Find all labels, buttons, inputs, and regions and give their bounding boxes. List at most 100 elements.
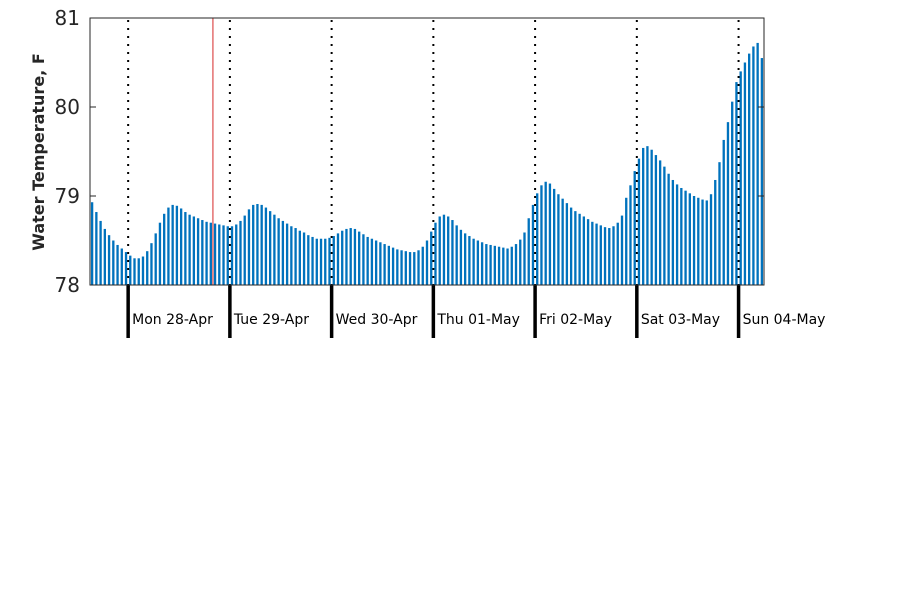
bar — [404, 251, 407, 285]
bar — [112, 240, 115, 285]
day-label: Tue 29-Apr — [233, 312, 309, 328]
bar — [489, 244, 492, 285]
bar — [137, 258, 140, 285]
bar — [90, 202, 94, 285]
bar — [510, 246, 513, 285]
bar — [667, 173, 670, 285]
bar — [748, 53, 751, 285]
bar — [179, 208, 183, 285]
bar — [315, 238, 318, 285]
bar — [637, 158, 641, 285]
bar — [625, 197, 628, 285]
day-labels: Mon 28-Apr Tue 29-Apr Wed 30-Apr Thu 01-May… — [132, 312, 825, 328]
bar — [671, 179, 675, 285]
bar — [281, 220, 285, 285]
bar — [688, 193, 691, 285]
bar — [557, 194, 560, 285]
bar — [230, 226, 234, 285]
bar — [417, 250, 420, 285]
bar — [459, 229, 463, 285]
bar — [222, 225, 225, 285]
bar — [684, 190, 687, 285]
bar — [472, 238, 475, 285]
bar — [536, 193, 539, 285]
plot-frame — [89, 17, 765, 286]
bar — [561, 198, 564, 285]
bar — [239, 220, 242, 285]
bar — [319, 238, 323, 285]
bar — [243, 215, 246, 285]
y-axis-label: Water Temperature, F — [29, 53, 48, 251]
bar — [586, 219, 590, 285]
day-dividers — [126, 20, 741, 338]
bar — [714, 179, 717, 285]
bar — [616, 222, 619, 285]
bar — [425, 240, 429, 285]
day-label: Wed 30-Apr — [336, 312, 418, 328]
bar — [705, 200, 708, 285]
bar — [95, 212, 98, 285]
bar — [252, 204, 255, 285]
bar — [620, 215, 624, 285]
bar — [553, 188, 556, 285]
bar — [235, 224, 238, 285]
bar — [739, 71, 742, 286]
bar — [116, 244, 119, 285]
bar — [391, 247, 395, 285]
bar — [434, 222, 437, 285]
bar — [209, 222, 212, 285]
bar — [701, 199, 704, 285]
bar — [294, 228, 297, 285]
bar — [680, 187, 683, 285]
day-label: Mon 28-Apr — [132, 312, 213, 328]
bar — [328, 237, 331, 285]
bar — [201, 220, 204, 285]
bar — [247, 209, 251, 285]
bar — [692, 196, 696, 285]
bar — [709, 194, 713, 285]
bar — [99, 220, 102, 285]
bar — [107, 235, 111, 285]
bar — [146, 251, 149, 285]
bar — [171, 204, 174, 285]
bar — [430, 231, 433, 285]
bar — [731, 101, 734, 285]
bar — [502, 247, 505, 285]
bar — [332, 236, 335, 285]
bar — [480, 242, 484, 285]
bar — [603, 227, 607, 285]
bar — [455, 225, 458, 285]
bar — [370, 238, 374, 285]
bar — [760, 58, 764, 285]
bar — [163, 213, 166, 285]
bar — [298, 230, 301, 285]
bar — [485, 244, 488, 285]
bar — [523, 232, 526, 285]
bar — [264, 207, 268, 285]
bar — [192, 216, 196, 285]
day-label: Sun 04-May — [743, 312, 826, 328]
bar — [650, 149, 653, 285]
bar — [120, 248, 123, 285]
bar — [476, 240, 480, 285]
bar — [273, 214, 276, 285]
bar — [451, 220, 454, 285]
bar — [302, 232, 306, 285]
bar — [213, 223, 217, 285]
bar — [307, 235, 310, 285]
bar — [268, 211, 272, 285]
bar — [548, 183, 552, 285]
bar — [336, 233, 340, 285]
bar — [527, 218, 530, 285]
bar — [158, 222, 162, 285]
bar — [519, 239, 522, 285]
bar — [591, 221, 594, 285]
bar — [154, 233, 157, 285]
bar — [358, 231, 361, 285]
bar — [726, 122, 730, 285]
bar — [646, 146, 649, 285]
bar — [514, 244, 518, 285]
bar — [366, 236, 369, 285]
bar — [447, 216, 450, 285]
bar — [175, 205, 179, 285]
